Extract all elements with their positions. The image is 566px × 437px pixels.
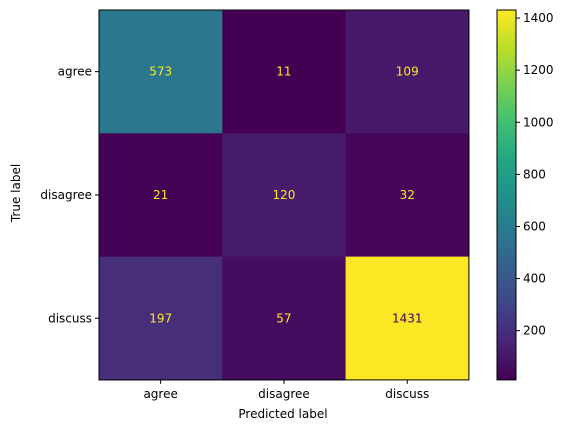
x-axis-ticks: agree disagree discuss — [143, 379, 429, 401]
cell-value-label: 109 — [396, 65, 419, 79]
cell-value-label: 197 — [149, 311, 172, 325]
heatmap-cell — [99, 10, 223, 134]
cell-value-label: 573 — [149, 65, 172, 79]
x-tick-label: disagree — [258, 387, 310, 401]
heatmap-cell — [222, 10, 347, 134]
x-tick-label: agree — [143, 387, 177, 401]
heatmap-cell — [222, 256, 347, 381]
y-axis-label: True label — [9, 164, 23, 223]
cell-value-label: 57 — [276, 311, 291, 325]
colorbar-tick-label: 800 — [523, 167, 546, 181]
cell-value-label: 120 — [272, 188, 295, 202]
colorbar-tick-label: 1400 — [523, 11, 554, 25]
colorbar-tick-label: 1200 — [523, 63, 554, 77]
x-tick-label: discuss — [385, 387, 429, 401]
y-tick-label: discuss — [48, 311, 92, 325]
x-axis-label: Predicted label — [238, 407, 327, 421]
colorbar-frame — [496, 9, 517, 381]
y-tick-label: agree — [58, 65, 92, 79]
colorbar: 200 400 600 800 1000 1200 1400 — [496, 9, 554, 381]
colorbar-tick-label: 400 — [523, 272, 546, 286]
heatmap-cell — [345, 10, 470, 134]
y-tick-label: disagree — [40, 188, 92, 202]
heatmap-cell — [222, 133, 347, 258]
cell-value-label: 1431 — [392, 311, 423, 325]
heatmap-cell — [345, 133, 470, 258]
cell-value-label: 21 — [153, 188, 168, 202]
cell-value-label: 11 — [276, 65, 291, 79]
colorbar-tick-label: 600 — [523, 219, 546, 233]
colorbar-gradient — [497, 10, 516, 380]
heatmap-cell — [99, 133, 223, 258]
heatmap-cell — [99, 256, 223, 381]
colorbar-tick-label: 1000 — [523, 115, 554, 129]
colorbar-tick-label: 200 — [523, 324, 546, 338]
heatmap-cell — [345, 256, 470, 381]
cell-value-label: 32 — [400, 188, 415, 202]
y-axis-ticks: agree disagree discuss — [40, 65, 99, 325]
heatmap-cell-labels: 573 11 109 21 120 32 197 57 1431 — [149, 65, 422, 326]
heatmap-cells — [99, 10, 470, 381]
